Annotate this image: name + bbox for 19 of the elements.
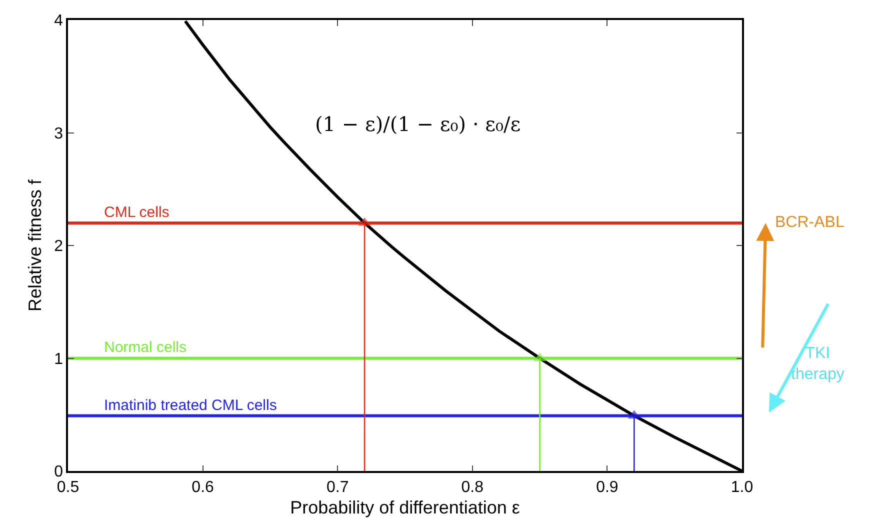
ref-line-label: CML cells [104, 204, 170, 221]
annotation: (1 − ε)/(1 − ε₀) · ε₀/ε [315, 112, 521, 136]
y-tick-label: 2 [54, 238, 64, 256]
y-tick-label: 1 [54, 350, 64, 368]
x-axis-title: Probability of differentiation ε [290, 498, 520, 518]
x-tick-label: 0.7 [326, 478, 349, 496]
x-tick-label: 0.5 [56, 478, 80, 496]
ref-line-label: Normal cells [104, 339, 187, 356]
y-axis-title: Relative fitness f [24, 178, 45, 312]
x-tick-label: 0.6 [192, 478, 214, 496]
text: TKI therapy [791, 345, 844, 383]
x-tick-label: 0.9 [596, 478, 618, 496]
y-tick-label: 3 [54, 125, 64, 142]
ref-line-label: Imatinib treated CML cells [104, 397, 277, 414]
y-tick-label: 0 [54, 464, 64, 481]
x-tick-label: 0.8 [461, 478, 484, 496]
y-tick-label: 4 [54, 12, 64, 30]
x-tick-label: 1.0 [730, 478, 754, 496]
text: BCR-ABL [775, 214, 844, 231]
